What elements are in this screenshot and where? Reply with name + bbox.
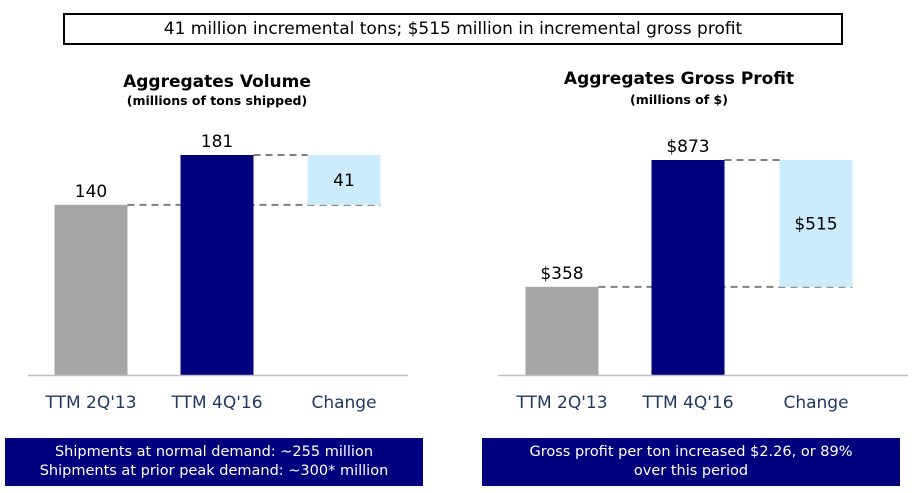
bar-ttm-4q-16 [180,155,254,375]
x-tick-label: Change [311,393,376,413]
headline-text: 41 million incremental tons; $515 millio… [163,19,743,39]
bar-ttm-2q-13 [54,204,128,375]
bar-ttm-4q-16 [651,160,725,375]
bar-ttm-2q-13 [525,286,599,375]
aggregates-gross-profit-chart: Aggregates Gross Profit (millions of $) $3… [498,69,908,413]
chart-subtitle: (millions of $) [630,92,728,107]
chart-subtitle: (millions of tons shipped) [127,93,307,108]
shipments-note-box: Shipments at normal demand: ~255 million… [5,438,423,486]
note-line: Shipments at prior peak demand: ~300* mi… [39,463,389,479]
x-tick-label: TTM 4Q'16 [170,393,262,413]
x-tick-label: TTM 2Q'13 [515,393,607,413]
data-label: $358 [540,264,583,284]
chart-title: Aggregates Gross Profit [564,69,794,89]
note-line: Shipments at normal demand: ~255 million [54,444,374,460]
aggregates-volume-chart: Aggregates Volume(millions of tons shipp… [28,72,408,413]
chart-title: Aggregates Volume [123,72,311,92]
x-tick-label: TTM 4Q'16 [641,393,733,413]
data-label: $873 [666,137,709,157]
x-tick-label: TTM 2Q'13 [44,393,136,413]
headline-banner: 41 million incremental tons; $515 millio… [63,13,843,45]
note-line: over this period [633,463,749,479]
bar-change [779,160,853,287]
bar-change [307,155,381,205]
data-label: 140 [75,182,107,202]
gross-profit-note-box: Gross profit per ton increased $2.26, or… [482,438,900,486]
data-label: 181 [201,132,233,152]
x-tick-label: Change [783,393,848,413]
data-label: 41 [333,171,355,191]
data-label: $515 [794,214,837,234]
note-line: Gross profit per ton increased $2.26, or… [529,444,853,460]
